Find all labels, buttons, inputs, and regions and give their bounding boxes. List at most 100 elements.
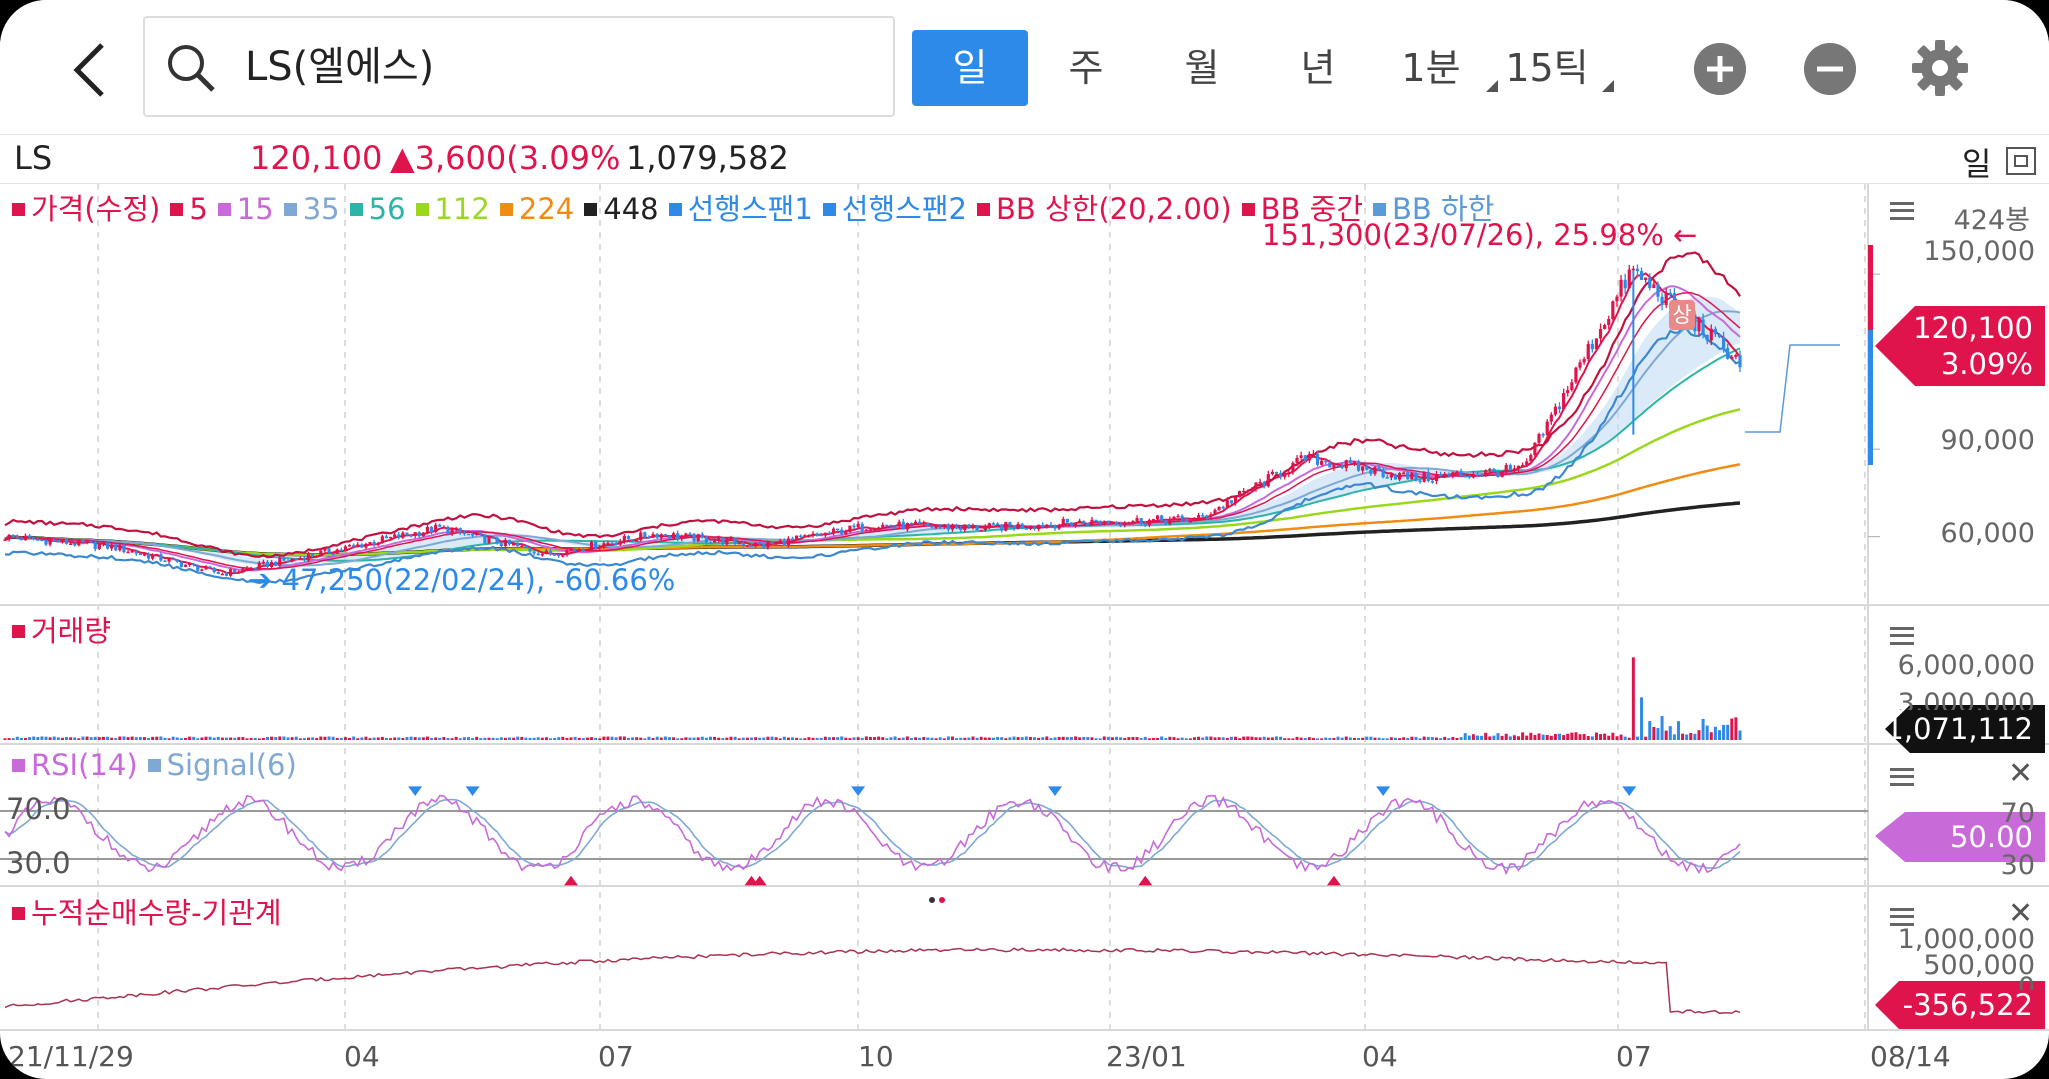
zoom-out-icon[interactable]	[1804, 43, 1856, 95]
net-buy-menu-icon[interactable]	[1890, 908, 1914, 926]
volume-bar	[1156, 738, 1160, 740]
candle-body	[1307, 454, 1311, 461]
gear-icon[interactable]	[1910, 38, 1970, 98]
volume-bar	[175, 737, 179, 740]
volume-tick: 6,000,000	[1897, 650, 2035, 681]
candle-body	[1549, 414, 1553, 422]
tab-day[interactable]: 일	[912, 30, 1028, 106]
candle-body	[28, 535, 32, 538]
price-tick: 90,000	[1940, 425, 2035, 456]
volume-bar	[1492, 735, 1496, 740]
candle-body	[696, 534, 700, 542]
price-menu-icon[interactable]	[1890, 202, 1914, 220]
volume-bar	[815, 737, 819, 740]
tab-month[interactable]: 월	[1184, 46, 1220, 90]
high-annotation: 151,300(23/07/26), 25.98% ←	[1262, 218, 1698, 252]
volume-bar	[881, 737, 885, 740]
candle-body	[1397, 473, 1402, 480]
volume-bar	[40, 736, 44, 740]
volume-bar	[594, 737, 598, 740]
volume-bar	[1406, 737, 1410, 740]
candle-body	[1180, 515, 1184, 519]
volume-menu-icon[interactable]	[1890, 627, 1914, 645]
buy-signal-arrow	[1138, 875, 1153, 886]
legend-item: 35	[283, 192, 340, 226]
volume-bar	[1381, 738, 1385, 740]
candle-body	[516, 544, 520, 547]
candle-body	[1627, 269, 1631, 289]
volume-bar	[848, 738, 852, 740]
volume-bar	[1549, 735, 1553, 740]
candle-body	[778, 540, 782, 543]
volume-bar	[1262, 736, 1266, 740]
candle-body	[1603, 325, 1607, 329]
rsi-close-icon[interactable]: ✕	[2008, 756, 2034, 791]
volume-bar	[852, 737, 856, 740]
volume-bar	[766, 736, 770, 740]
volume-bar	[1553, 733, 1557, 740]
window-toggle-icon[interactable]	[2006, 147, 2036, 175]
back-arrow-icon[interactable]	[62, 40, 122, 100]
volume-bar	[101, 736, 105, 740]
volume-bar	[1332, 737, 1336, 740]
volume-bar	[1024, 736, 1028, 740]
candle-body	[32, 536, 36, 540]
candle-body	[442, 526, 446, 529]
volume-bar	[1619, 734, 1623, 740]
candle-body	[524, 545, 528, 549]
candle-body	[1049, 524, 1053, 527]
volume-bar	[1197, 736, 1201, 740]
volume-bar	[955, 738, 959, 740]
net-buy-close-icon[interactable]: ✕	[2008, 896, 2034, 931]
candle-body	[1078, 520, 1082, 524]
volume-bar	[1525, 735, 1529, 740]
tab-tick[interactable]: 15틱	[1492, 30, 1614, 106]
candle-body	[298, 557, 302, 560]
candle-body	[1697, 319, 1701, 332]
volume-bar	[237, 737, 241, 740]
volume-bar	[975, 737, 979, 740]
volume-bar	[220, 737, 224, 740]
candle-body	[692, 533, 696, 542]
candle-body	[319, 550, 323, 557]
rsi-menu-icon[interactable]	[1890, 768, 1914, 786]
volume-bar	[1730, 718, 1734, 740]
candle-body	[134, 551, 138, 554]
volume-bar	[503, 737, 507, 740]
tab-week[interactable]: 주	[1068, 46, 1104, 90]
volume-bar	[696, 737, 700, 740]
tab-year[interactable]: 년	[1300, 46, 1336, 90]
candle-body	[1414, 472, 1418, 481]
legend-label: BB 중간	[1260, 192, 1364, 226]
volume-bar	[1115, 736, 1119, 740]
volume-bar	[1463, 733, 1467, 740]
candle-body	[1028, 527, 1033, 529]
volume-bar	[1246, 736, 1250, 740]
tab-minute[interactable]: 1분	[1376, 30, 1498, 106]
candle-body	[1459, 471, 1463, 477]
price-tick: 60,000	[1940, 518, 2035, 549]
candle-body	[1623, 279, 1627, 289]
candle-body	[1131, 521, 1135, 524]
search-input[interactable]: LS(엘에스)	[143, 16, 895, 117]
zoom-in-icon[interactable]	[1694, 43, 1746, 95]
net-buy-tag-shape	[1875, 981, 2045, 1029]
candle-body	[23, 535, 28, 541]
candle-body	[97, 544, 101, 549]
candle-body	[1250, 489, 1254, 491]
volume-bar	[1521, 732, 1525, 740]
volume-bar	[487, 737, 491, 740]
candle-body	[323, 548, 327, 551]
candle-body	[1373, 467, 1377, 474]
candle-body	[967, 524, 971, 528]
volume-bar	[77, 738, 81, 740]
volume-bar	[832, 737, 836, 740]
candle-body	[659, 534, 663, 538]
candle-body	[159, 554, 163, 561]
candle-body	[1369, 469, 1373, 474]
volume-bar	[791, 737, 795, 740]
volume-bar	[1053, 737, 1057, 740]
candle-body	[1447, 473, 1451, 476]
